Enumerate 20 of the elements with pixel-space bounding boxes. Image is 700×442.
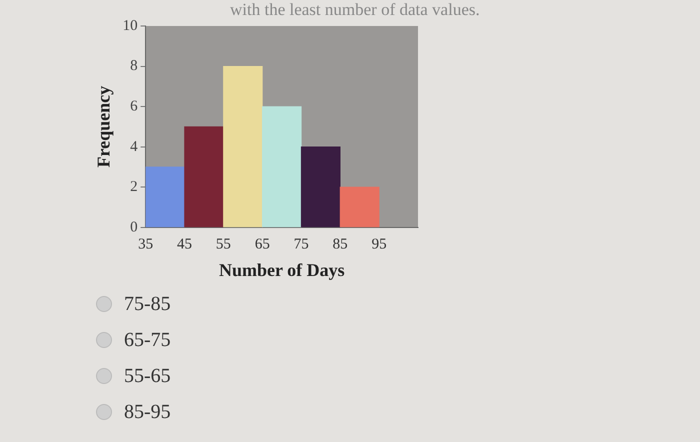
x-tick-label: 65 bbox=[254, 236, 270, 252]
text: 55-65 bbox=[124, 364, 171, 388]
x-tick-label: 95 bbox=[372, 236, 387, 252]
x-tick-label: 45 bbox=[177, 236, 192, 252]
y-tick-label: 0 bbox=[130, 219, 138, 236]
text: 75-85 bbox=[124, 292, 171, 316]
text: with the least number of data values. bbox=[230, 0, 480, 20]
y-axis-title: Frequency bbox=[93, 86, 114, 168]
y-tick-label: 10 bbox=[122, 18, 138, 34]
y-tick-label: 8 bbox=[130, 58, 138, 74]
x-tick-label: 35 bbox=[138, 236, 154, 252]
x-tick-label: 55 bbox=[216, 236, 231, 252]
y-tick-label: 2 bbox=[130, 179, 138, 196]
text: 65-75 bbox=[124, 328, 171, 352]
x-tick-label: 75 bbox=[294, 236, 309, 252]
y-tick-label: 6 bbox=[130, 98, 138, 114]
x-axis-title: Number of Days bbox=[218, 260, 345, 280]
text: 85-95 bbox=[124, 400, 171, 424]
x-tick-label: 85 bbox=[332, 236, 348, 252]
y-tick-label: 4 bbox=[130, 138, 138, 155]
